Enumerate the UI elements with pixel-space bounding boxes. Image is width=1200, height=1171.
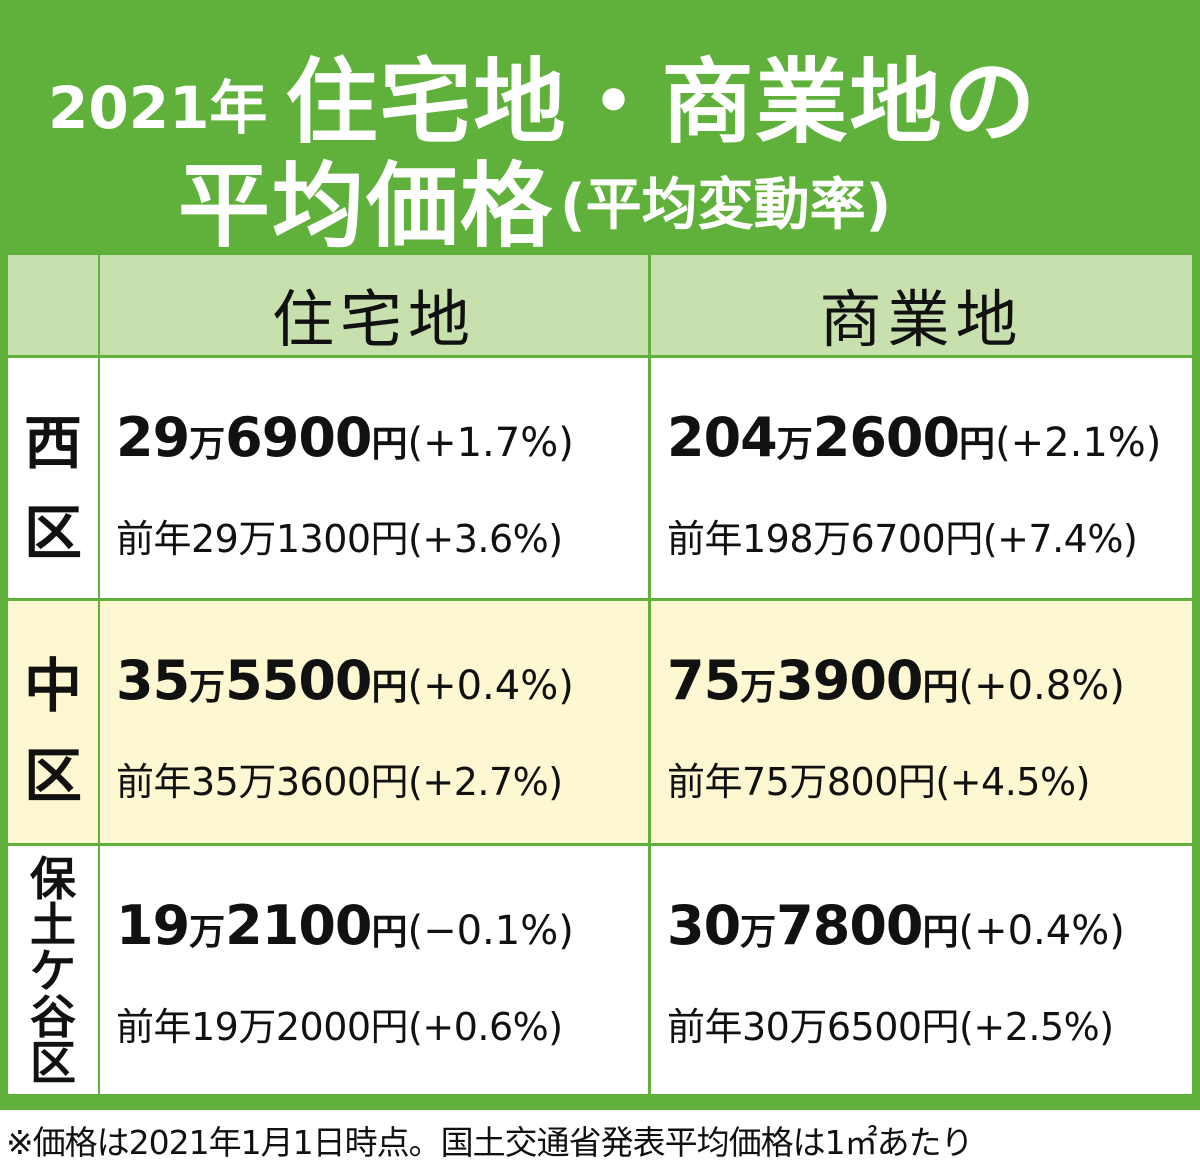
previous-price: 前年198万6700円(+7.4%) xyxy=(667,517,1138,561)
footnote: ※価格は2021年1月1日時点。国土交通省発表平均価格は1㎡あたり xyxy=(6,1123,974,1162)
title-line-2: 平均価格 (平均変動率) xyxy=(178,132,891,265)
current-price: 204万2600円(+2.1%) xyxy=(667,406,1162,469)
ward-label: 保 土 ケ 谷 区 xyxy=(8,856,98,1086)
ward-label: 西 区 xyxy=(8,398,98,578)
ward-label: 中 区 xyxy=(8,641,98,821)
previous-price: 前年35万3600円(+2.7%) xyxy=(116,760,563,804)
current-price: 30万7800円(+0.4%) xyxy=(667,894,1125,957)
ward-cell-nishi: 西 区 xyxy=(8,358,98,598)
ward-char: 区 xyxy=(23,499,82,567)
header-commercial-label: 商業地 xyxy=(819,283,1024,356)
ward-char: 区 xyxy=(30,1036,76,1090)
header-residential-label: 住宅地 xyxy=(271,283,476,356)
price-cell-nishi-residential: 29万6900円(+1.7%) 前年29万1300円(+3.6%) xyxy=(100,358,648,598)
ward-cell-hodogaya: 保 土 ケ 谷 区 xyxy=(8,846,98,1094)
ward-char: 中 xyxy=(23,652,82,720)
current-price: 35万5500円(+0.4%) xyxy=(116,649,574,712)
price-cell-hodogaya-residential: 19万2100円(−0.1%) 前年19万2000円(+0.6%) xyxy=(100,846,648,1094)
current-price: 29万6900円(+1.7%) xyxy=(116,406,574,469)
table-frame: 2021年 住宅地・商業地の 平均価格 (平均変動率) 住宅地 商業地 西 区 29… xyxy=(0,0,1200,1110)
ward-char: 西 xyxy=(23,409,82,477)
title-year: 2021年 xyxy=(48,74,268,142)
current-price: 75万3900円(+0.8%) xyxy=(667,649,1125,712)
previous-price: 前年30万6500円(+2.5%) xyxy=(667,1005,1114,1049)
title-line-1: 2021年 住宅地・商業地の xyxy=(48,28,1037,161)
ward-char: 谷 xyxy=(30,990,76,1044)
current-price: 19万2100円(−0.1%) xyxy=(116,894,574,957)
price-cell-hodogaya-commercial: 30万7800円(+0.4%) 前年30万6500円(+2.5%) xyxy=(651,846,1192,1094)
title-main-2: 平均価格 xyxy=(178,153,555,260)
price-cell-nishi-commercial: 204万2600円(+2.1%) 前年198万6700円(+7.4%) xyxy=(651,358,1192,598)
title-block: 2021年 住宅地・商業地の 平均価格 (平均変動率) xyxy=(0,0,1200,260)
header-commercial: 商業地 xyxy=(651,255,1192,356)
ward-char: ケ xyxy=(30,944,76,998)
previous-price: 前年75万800円(+4.5%) xyxy=(667,760,1090,804)
title-subtitle: (平均変動率) xyxy=(560,173,892,238)
price-cell-naka-residential: 35万5500円(+0.4%) 前年35万3600円(+2.7%) xyxy=(100,601,648,843)
ward-char: 土 xyxy=(30,898,76,952)
price-cell-naka-commercial: 75万3900円(+0.8%) 前年75万800円(+4.5%) xyxy=(651,601,1192,843)
ward-char: 区 xyxy=(23,742,82,810)
header-corner xyxy=(8,255,98,355)
ward-char: 保 xyxy=(30,852,76,906)
header-residential: 住宅地 xyxy=(100,255,648,356)
title-main-1: 住宅地・商業地の xyxy=(285,49,1038,156)
ward-cell-naka: 中 区 xyxy=(8,601,98,843)
previous-price: 前年29万1300円(+3.6%) xyxy=(116,517,563,561)
previous-price: 前年19万2000円(+0.6%) xyxy=(116,1005,563,1049)
